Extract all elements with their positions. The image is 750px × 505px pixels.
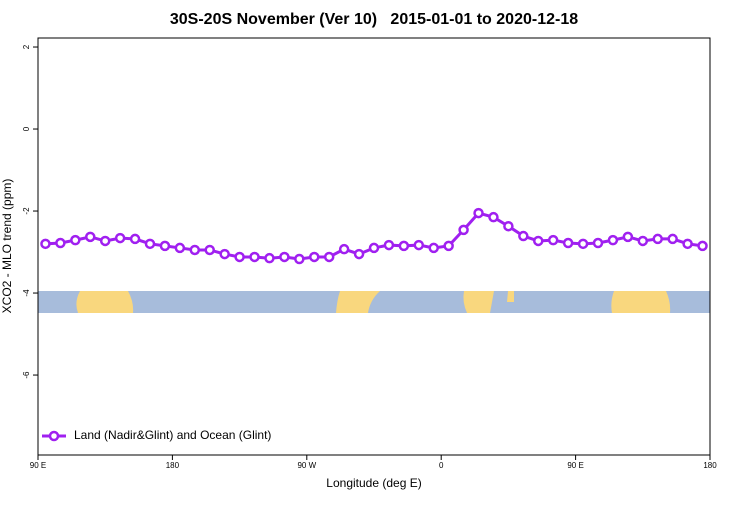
data-point (204, 244, 215, 256)
data-point (458, 224, 469, 236)
data-point (219, 248, 230, 260)
chart-title: 30S-20S November (Ver 10) 2015-01-01 to … (170, 11, 578, 28)
data-point (338, 243, 350, 255)
x-tick-label: 90 E (30, 461, 46, 470)
data-point (70, 234, 81, 246)
data-point (428, 242, 439, 254)
y-tick-label: -6 (22, 371, 31, 379)
data-point (114, 232, 126, 244)
data-point (264, 252, 275, 264)
x-tick-label: 90 E (567, 461, 583, 470)
data-point (652, 233, 663, 245)
land-patch (76, 291, 134, 313)
data-point (144, 238, 156, 250)
x-tick-label: 180 (703, 461, 717, 470)
data-point (174, 242, 186, 254)
data-point (637, 235, 649, 247)
data-point (398, 240, 410, 252)
land-patch (336, 291, 380, 313)
y-tick-label: 2 (22, 44, 31, 49)
land-ocean-strip (38, 291, 710, 313)
data-point (413, 239, 425, 251)
data-point (533, 235, 544, 247)
land-patch (507, 291, 514, 302)
data-point (40, 238, 51, 250)
data-point (309, 251, 320, 263)
land-patch (463, 291, 494, 313)
x-tick-label: 0 (439, 461, 444, 470)
x-tick-label: 180 (166, 461, 180, 470)
y-tick-label: -2 (22, 207, 31, 215)
data-point (85, 231, 96, 243)
data-point (323, 251, 335, 263)
data-point (697, 240, 708, 252)
data-point (473, 207, 484, 219)
data-point (383, 239, 395, 251)
data-point (234, 251, 245, 263)
data-point (562, 237, 574, 249)
data-point (622, 231, 634, 243)
plot-frame (37, 37, 711, 456)
data-point (667, 233, 678, 245)
land-patch (611, 291, 671, 313)
data-point (159, 240, 171, 252)
data-point (353, 248, 365, 260)
data-point (577, 238, 589, 250)
data-point (368, 242, 380, 254)
data-point (518, 230, 529, 242)
x-tick-label: 90 W (297, 461, 316, 470)
data-point (607, 234, 619, 246)
data-point (279, 251, 290, 263)
legend-marker (48, 430, 60, 442)
y-tick-label: -4 (22, 289, 31, 297)
legend-label: Land (Nadir&Glint) and Ocean (Glint) (74, 428, 271, 442)
data-point (129, 233, 141, 245)
data-point (592, 237, 604, 249)
data-point (249, 251, 260, 263)
data-point (189, 244, 201, 256)
data-point (294, 253, 305, 265)
x-axis-label: Longitude (deg E) (326, 476, 421, 490)
data-point (682, 238, 693, 250)
data-point (488, 211, 499, 223)
data-point (99, 235, 111, 247)
y-tick-label: 0 (22, 126, 31, 131)
data-point (503, 220, 514, 232)
y-axis-label: XCO2 - MLO trend (ppm) (0, 179, 14, 314)
data-point (443, 240, 454, 252)
data-point (547, 234, 559, 246)
ocean-band (38, 291, 710, 313)
data-point (55, 237, 66, 249)
